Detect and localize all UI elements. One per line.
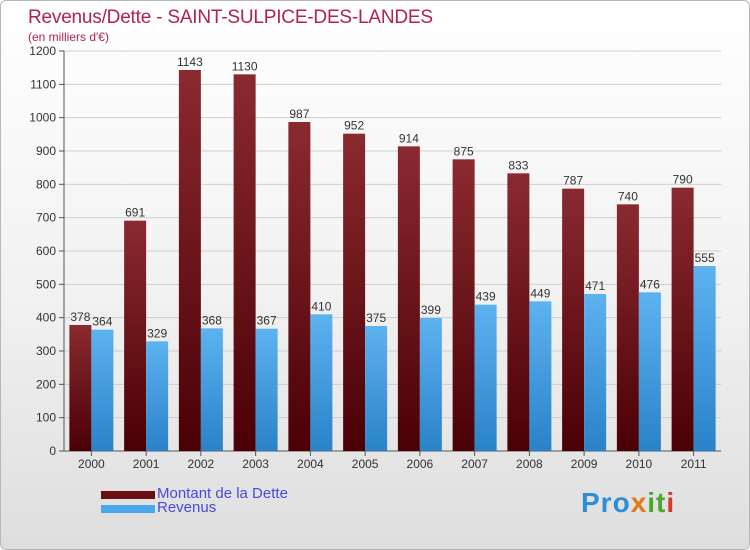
data-labels: 378 364 691 329 1143 368 1130 367 987 410 952 375 91… [70,55,715,340]
bar-debt [452,159,475,452]
x-tick-label: 2002 [188,457,215,471]
axes: 0 100 200 300 400 500 600 700 800 900 1000 1100 1200… [29,44,721,471]
data-label-revenue: 555 [695,251,715,265]
y-tick-label: 500 [36,277,56,291]
bar-revenue [200,328,223,451]
legend-label-debt: Montant de la Dette [157,485,288,502]
bar-revenue [529,301,552,451]
bar-debt [671,187,694,451]
x-tick-label: 2001 [133,457,160,471]
data-label-revenue: 329 [147,326,167,340]
x-tick-label: 2008 [516,457,543,471]
bar-revenue [310,314,333,451]
y-tick-label: 300 [36,344,56,358]
bars [69,70,716,452]
y-tick-label: 100 [36,411,56,425]
data-label-revenue: 410 [311,299,331,313]
bar-debt [343,133,366,451]
data-label-debt: 952 [344,119,364,133]
bar-debt [562,188,585,451]
data-label-debt: 833 [508,158,528,172]
y-tick-label: 900 [36,144,56,158]
data-label-revenue: 476 [640,277,660,291]
y-tick-label: 400 [36,311,56,325]
x-tick-label: 2007 [461,457,488,471]
bar-revenue [419,318,442,451]
chart-subtitle: (en milliers d'€) [28,30,109,44]
bar-debt [397,146,420,452]
x-tick-label: 2005 [352,457,379,471]
data-label-debt: 1130 [232,59,258,73]
data-label-debt: 787 [563,174,583,188]
bar-debt [288,122,311,451]
x-tick-label: 2006 [407,457,434,471]
bar-debt [124,220,147,451]
x-tick-label: 2009 [571,457,598,471]
bar-debt [233,74,256,451]
bar-revenue [638,292,661,451]
x-tick-label: 2003 [242,457,269,471]
bar-revenue [365,326,388,451]
bar-revenue [91,329,114,451]
bar-revenue [255,328,278,451]
bar-revenue [474,304,497,451]
y-tick-label: 600 [36,244,56,258]
legend-swatch-debt [101,491,155,499]
bar-debt [616,204,639,451]
data-label-debt: 790 [673,173,693,187]
grid-lines [64,50,721,452]
y-tick-label: 1100 [30,77,56,91]
data-label-revenue: 439 [476,290,496,304]
proxiti-logo: Proxiti [581,487,676,518]
bar-debt [507,173,530,452]
bar-debt [178,70,201,451]
data-label-revenue: 368 [202,313,222,327]
y-tick-label: 0 [49,444,56,458]
legend-swatch-revenue [101,505,155,513]
x-tick-label: 2010 [626,457,653,471]
legend-label-revenue: Revenus [157,499,217,516]
data-label-debt: 875 [454,144,474,158]
y-tick-label: 800 [36,177,56,191]
data-label-debt: 378 [70,310,90,324]
data-label-revenue: 449 [530,286,550,300]
x-tick-label: 2000 [78,457,105,471]
data-label-debt: 691 [125,206,145,220]
x-tick-label: 2011 [681,457,707,471]
y-tick-label: 1000 [29,111,56,125]
data-label-debt: 914 [399,131,419,145]
data-label-revenue: 399 [421,303,441,317]
data-label-debt: 1143 [177,55,203,69]
y-tick-label: 1200 [29,44,56,58]
chart-title: Revenus/Dette - SAINT-SULPICE-DES-LANDES [28,7,433,28]
data-label-debt: 987 [289,107,309,121]
bar-debt [69,325,92,451]
bar-revenue [146,341,169,451]
data-label-debt: 740 [618,189,638,203]
y-tick-label: 700 [36,211,56,225]
x-tick-label: 2004 [297,457,324,471]
data-label-revenue: 471 [585,279,605,293]
bar-revenue [693,266,716,451]
y-tick-label: 200 [36,377,56,391]
data-label-revenue: 375 [366,311,386,325]
data-label-revenue: 367 [257,314,277,328]
data-label-revenue: 364 [92,315,112,329]
bar-revenue [584,294,607,451]
